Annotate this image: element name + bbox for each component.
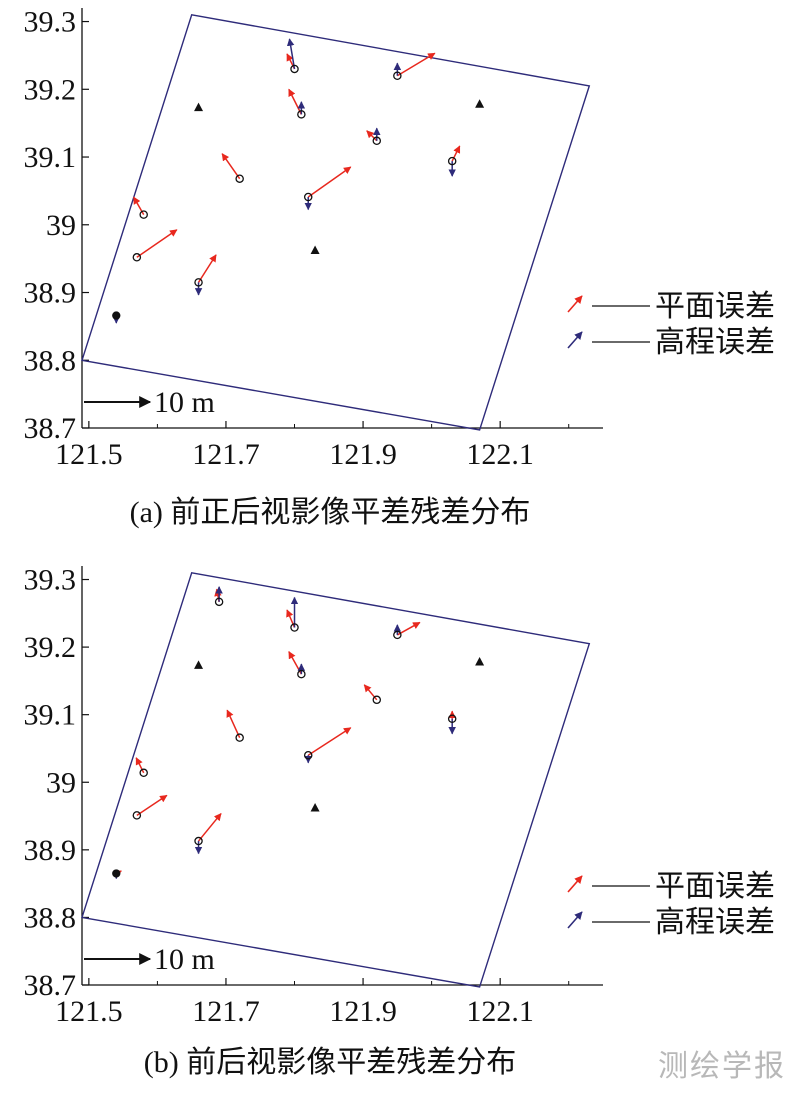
planar-error-arrow bbox=[226, 709, 241, 738]
planar-error-arrow bbox=[197, 812, 222, 842]
legend-a-planar-label: 平面误差 bbox=[655, 289, 775, 324]
check-point bbox=[139, 768, 148, 778]
y-tick-label: 38.7 bbox=[24, 412, 77, 445]
planar-error-arrow bbox=[197, 254, 217, 283]
legend-a: 平面误差 高程误差 bbox=[567, 289, 775, 360]
legend-b-height-arrow bbox=[567, 911, 583, 929]
scale-bar-label: 10 m bbox=[154, 386, 215, 419]
check-point bbox=[112, 311, 121, 320]
check-point bbox=[393, 71, 402, 80]
x-tick-label: 122.1 bbox=[466, 438, 534, 471]
image-footprint bbox=[81, 572, 591, 988]
check-point bbox=[235, 733, 244, 742]
planar-error-arrow bbox=[286, 53, 296, 70]
y-tick-label: 39.3 bbox=[24, 564, 77, 597]
check-point bbox=[447, 156, 457, 166]
check-point bbox=[297, 110, 306, 119]
planar-error-arrow bbox=[396, 52, 436, 77]
legend-b-planar-label: 平面误差 bbox=[655, 869, 775, 904]
y-tick-label: 39 bbox=[46, 766, 76, 799]
legend-b-height-label: 高程误差 bbox=[655, 905, 775, 940]
x-tick-label: 121.9 bbox=[329, 438, 397, 471]
check-point bbox=[214, 597, 224, 607]
control-point bbox=[194, 102, 204, 112]
planar-error-arrow bbox=[396, 621, 421, 636]
check-point bbox=[194, 278, 203, 287]
check-point bbox=[447, 714, 457, 723]
legend-a-planar-arrow bbox=[567, 295, 583, 313]
image-footprint bbox=[81, 14, 591, 431]
planar-error-arrow bbox=[307, 166, 352, 198]
x-tick-label: 121.7 bbox=[192, 438, 260, 471]
y-tick-label: 39.1 bbox=[24, 699, 77, 732]
check-point bbox=[303, 192, 313, 202]
caption-b: (b) 前后视影像平差残差分布 bbox=[144, 1046, 516, 1079]
planar-error-arrow bbox=[363, 684, 378, 701]
check-point bbox=[132, 253, 142, 262]
control-point bbox=[310, 245, 320, 255]
scale-bar-label: 10 m bbox=[154, 943, 215, 976]
legend-b: 平面误差 高程误差 bbox=[567, 869, 775, 940]
x-tick-label: 121.5 bbox=[55, 438, 123, 471]
check-point bbox=[235, 174, 244, 183]
planar-error-arrow bbox=[136, 794, 168, 816]
planar-error-arrow bbox=[135, 757, 145, 774]
caption-a: (a) 前正后视影像平差残差分布 bbox=[130, 496, 531, 529]
y-tick-label: 39.2 bbox=[24, 73, 77, 106]
legend-b-planar-arrow bbox=[567, 875, 583, 893]
x-tick-label: 121.9 bbox=[329, 995, 397, 1028]
control-point bbox=[475, 99, 485, 108]
y-tick-label: 39.1 bbox=[24, 141, 77, 174]
check-point bbox=[132, 811, 142, 820]
journal-watermark: 测绘学报 bbox=[658, 1049, 786, 1084]
legend-a-height-label: 高程误差 bbox=[655, 325, 775, 360]
planar-error-arrow bbox=[136, 229, 178, 258]
check-point bbox=[303, 750, 313, 760]
x-tick-label: 122.1 bbox=[466, 995, 534, 1028]
legend-a-height-arrow bbox=[567, 331, 583, 349]
check-point bbox=[290, 64, 299, 74]
y-tick-label: 38.7 bbox=[24, 969, 77, 1002]
control-point bbox=[475, 656, 485, 666]
height-error-arrow bbox=[286, 38, 296, 70]
check-point bbox=[139, 210, 148, 219]
check-point bbox=[112, 869, 121, 878]
y-tick-label: 38.9 bbox=[24, 834, 77, 867]
planar-error-arrow bbox=[307, 727, 352, 756]
y-tick-label: 38.8 bbox=[24, 344, 77, 377]
planar-error-arrow bbox=[288, 88, 303, 115]
check-point bbox=[297, 669, 306, 679]
check-point bbox=[372, 136, 382, 146]
y-tick-label: 38.8 bbox=[24, 901, 77, 934]
planar-error-arrow bbox=[221, 153, 241, 180]
y-tick-label: 39.3 bbox=[24, 6, 77, 39]
y-tick-label: 39.2 bbox=[24, 631, 77, 664]
y-tick-label: 39 bbox=[46, 209, 76, 242]
control-point bbox=[194, 660, 204, 669]
planar-error-arrow bbox=[286, 609, 296, 628]
x-tick-label: 121.5 bbox=[55, 995, 123, 1028]
check-point bbox=[393, 630, 402, 640]
check-point bbox=[194, 836, 203, 846]
y-tick-label: 38.9 bbox=[24, 277, 77, 310]
x-tick-label: 121.7 bbox=[192, 995, 260, 1028]
check-point bbox=[290, 623, 299, 632]
check-point bbox=[372, 695, 382, 705]
planar-error-arrow bbox=[366, 130, 378, 142]
control-point bbox=[310, 802, 320, 812]
planar-error-arrow bbox=[451, 145, 461, 162]
